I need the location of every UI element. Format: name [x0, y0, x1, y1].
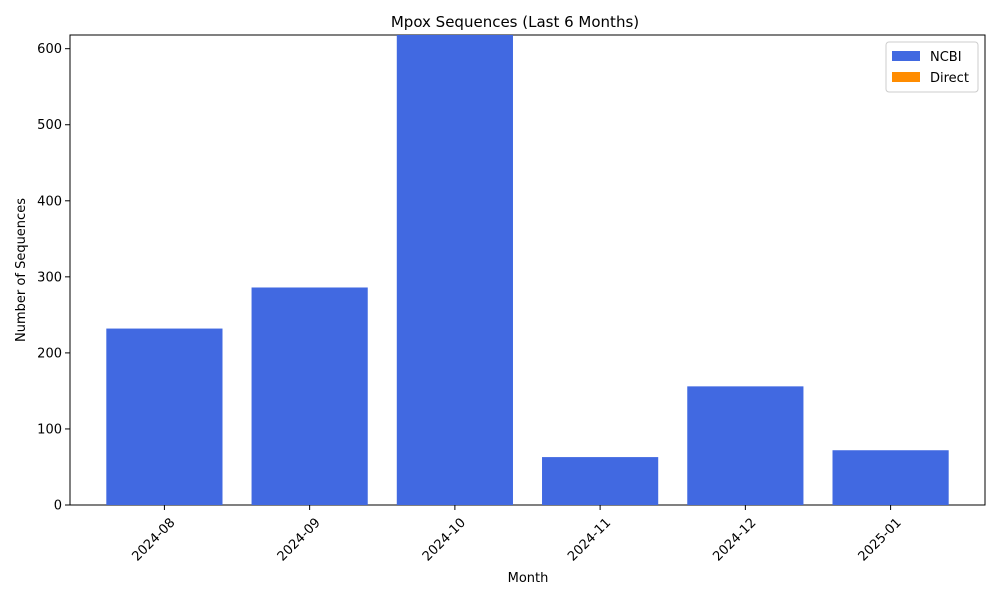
bar-ncbi-2025-01	[832, 450, 949, 505]
y-axis-label: Number of Sequences	[14, 198, 29, 342]
chart-title: Mpox Sequences (Last 6 Months)	[391, 13, 639, 31]
x-axis: 2024-08 2024-09 2024-10 2024-11 2024-12 2025-…	[129, 505, 905, 564]
plot-area	[69, 34, 986, 506]
bar-ncbi-2024-12	[687, 386, 804, 505]
bars-layer	[106, 35, 949, 505]
legend-swatch-direct	[892, 72, 920, 82]
x-axis-label: Month	[508, 571, 549, 586]
y-tick-label: 0	[54, 499, 62, 514]
legend-label-ncbi: NCBI	[930, 50, 962, 65]
bar-ncbi-2024-11	[542, 457, 659, 505]
legend: NCBI Direct	[885, 41, 979, 93]
y-tick-label: 100	[37, 422, 62, 437]
plot-frame	[69, 34, 986, 506]
x-tick-label: 2024-11	[565, 515, 614, 564]
y-tick-label: 400	[37, 194, 62, 209]
legend-swatch-ncbi	[892, 51, 920, 61]
bar-ncbi-2024-08	[106, 328, 223, 505]
y-tick-label: 300	[37, 270, 62, 285]
x-tick-label: 2024-09	[275, 515, 324, 564]
bar-ncbi-2024-09	[251, 287, 368, 505]
y-axis: 0 100 200 300 400 500 600	[37, 42, 70, 514]
bar-ncbi-2024-10	[396, 35, 513, 505]
x-tick-label: 2024-12	[710, 515, 759, 564]
x-tick-label: 2025-01	[856, 515, 905, 564]
x-tick-label: 2024-10	[420, 515, 469, 564]
x-tick-label: 2024-08	[129, 515, 178, 564]
y-tick-label: 600	[37, 42, 62, 57]
legend-label-direct: Direct	[930, 71, 969, 86]
y-tick-label: 500	[37, 118, 62, 133]
y-tick-label: 200	[37, 346, 62, 361]
